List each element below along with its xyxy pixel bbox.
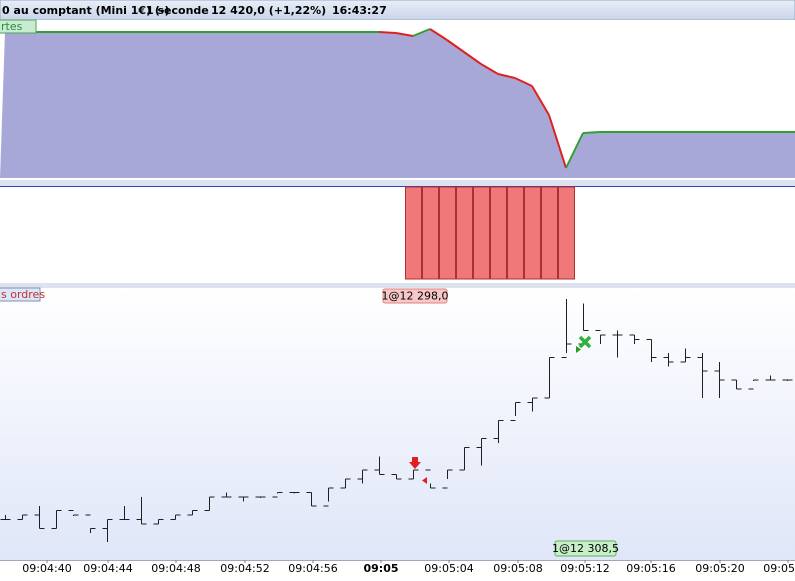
price-label-box — [0, 287, 41, 302]
position-bar — [473, 186, 490, 280]
price-layer — [0, 299, 793, 542]
equity-line — [582, 131, 601, 134]
buy-order-label: 1@12 308,5 — [552, 542, 619, 555]
header-title: 0 au comptant (Mini 1€) (-) — [2, 4, 170, 17]
time-label: 09:05:08 — [493, 562, 542, 575]
position-bar — [422, 186, 439, 280]
equity-line — [531, 85, 550, 116]
equity-line — [378, 31, 397, 34]
position-bar — [439, 186, 456, 280]
sell-order-box — [382, 288, 448, 304]
equity-area — [0, 29, 795, 178]
sell-order-label: 1@12 298,0 — [382, 290, 449, 303]
position-bar — [524, 186, 541, 280]
header-interval: 1 seconde — [146, 4, 209, 17]
price-label: s ordres — [1, 288, 45, 301]
position-bar — [456, 186, 473, 280]
exit-marker — [422, 477, 427, 484]
position-panel — [0, 186, 795, 283]
position-layer — [405, 186, 575, 280]
entry-marker — [576, 346, 581, 353]
equity-line — [395, 32, 414, 37]
header-price: 12 420,0 (+1,22%) — [211, 4, 326, 17]
time-label: 09:04:44 — [83, 562, 132, 575]
time-label: 09:05:04 — [424, 562, 473, 575]
entry-arrow — [409, 457, 421, 469]
equity-line — [548, 114, 567, 169]
position-bar — [490, 186, 507, 280]
time-label: 09:05:16 — [626, 562, 675, 575]
time-axis — [0, 560, 795, 577]
time-label: 09:04:52 — [220, 562, 269, 575]
equity-line — [446, 39, 465, 53]
separator — [0, 283, 795, 288]
close-cross — [578, 335, 592, 349]
equity-line — [480, 63, 499, 75]
time-label: 09:04:56 — [288, 562, 337, 575]
time-label: 09:04:40 — [22, 562, 71, 575]
equity-line — [565, 132, 584, 169]
position-bar — [558, 186, 575, 280]
equity-label-box — [0, 19, 37, 34]
time-label: 09:05:20 — [695, 562, 744, 575]
position-bar — [507, 186, 524, 280]
time-label: 09:04:48 — [151, 562, 200, 575]
equity-line — [497, 73, 516, 79]
time-label: 09:05:12 — [560, 562, 609, 575]
buy-order-box — [554, 540, 617, 557]
equity-label: rtes — [1, 20, 23, 33]
equity-line — [412, 28, 431, 37]
time-label: 09:05:24 — [763, 562, 795, 575]
position-bar — [541, 186, 558, 280]
position-bar — [405, 186, 422, 280]
price-panel — [0, 288, 795, 560]
header-time: 16:43:27 — [332, 4, 387, 17]
equity-line — [514, 77, 533, 87]
time-label: 09:05 — [363, 562, 398, 575]
equity-line — [429, 28, 448, 41]
separator — [0, 180, 795, 186]
equity-line — [463, 51, 482, 65]
